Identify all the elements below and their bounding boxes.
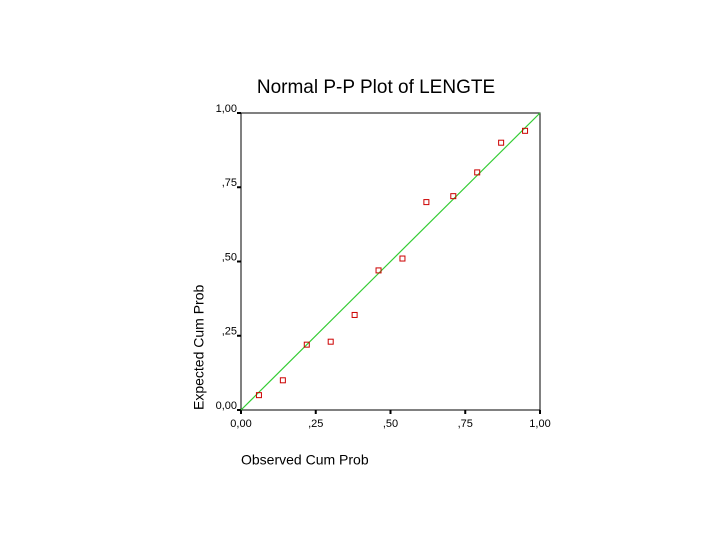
y-tick-label: 0,00 — [216, 400, 237, 412]
point — [255, 392, 262, 399]
x-tick-label: ,25 — [308, 418, 323, 430]
x-tick-label: 0,00 — [230, 418, 251, 430]
y-axis-label: Expected Cum Prob — [191, 285, 207, 410]
y-tick-label: ,25 — [222, 326, 237, 338]
x-tick-label: ,75 — [458, 418, 473, 430]
point — [375, 267, 382, 274]
point — [303, 341, 310, 348]
x-tick-label: ,50 — [383, 418, 398, 430]
point — [399, 255, 406, 262]
chart-title: Normal P-P Plot of LENGTE — [257, 77, 495, 98]
y-tick-label: ,75 — [222, 177, 237, 189]
point — [327, 338, 334, 345]
x-tick-label: 1,00 — [529, 418, 550, 430]
x-axis-label: Observed Cum Prob — [241, 452, 369, 468]
point — [423, 199, 430, 206]
point — [279, 377, 286, 384]
point — [522, 127, 529, 134]
y-tick-label: 1,00 — [216, 103, 237, 115]
point — [351, 311, 358, 318]
reference-line — [240, 112, 541, 411]
point — [474, 169, 481, 176]
point — [450, 193, 457, 200]
point — [498, 139, 505, 146]
y-tick-label: ,50 — [222, 251, 237, 263]
